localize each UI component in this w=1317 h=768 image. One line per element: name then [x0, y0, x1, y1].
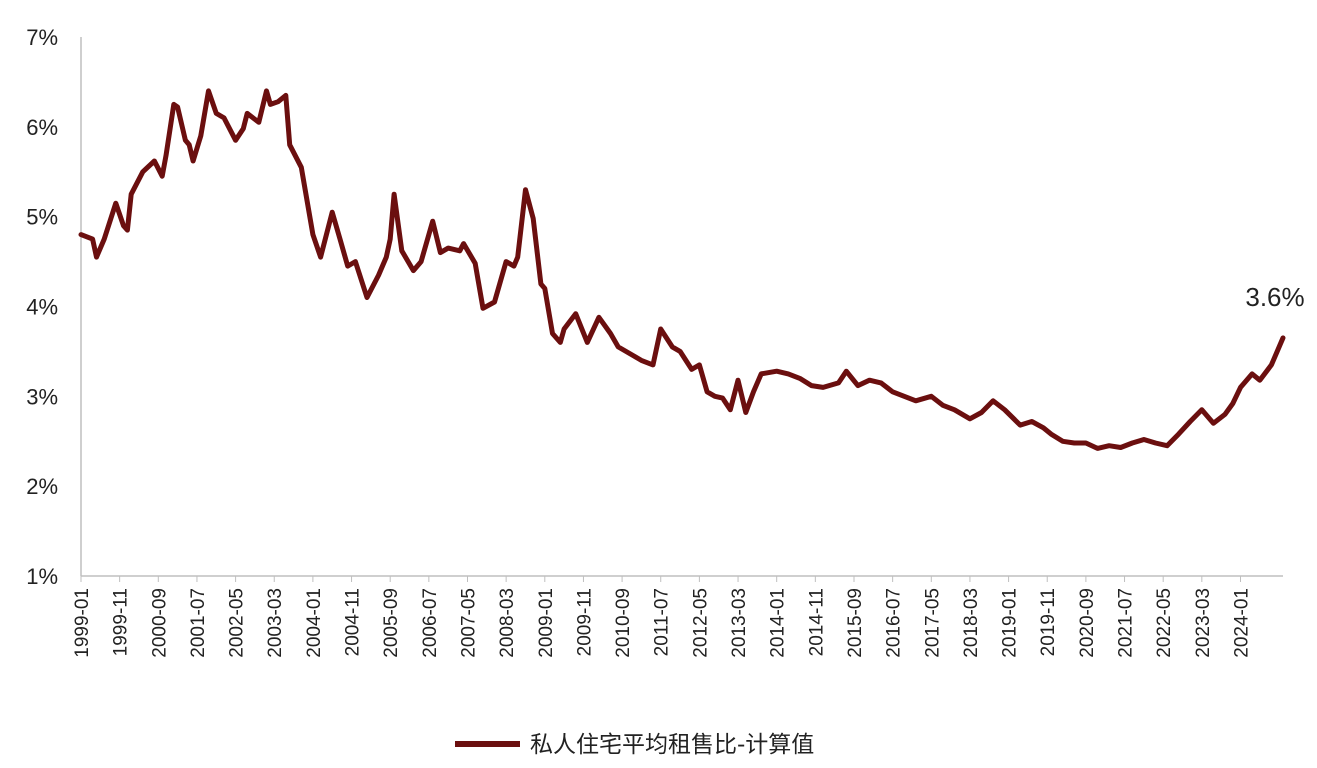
x-tick-label: 2008-03	[497, 588, 518, 658]
y-tick-label: 2%	[26, 474, 58, 499]
x-tick-label: 2019-11	[1038, 588, 1059, 656]
x-tick-label: 2001-07	[188, 588, 209, 658]
y-axis-ticks: 1% 2% 3% 4% 5% 6% 7%	[26, 25, 58, 589]
legend-label: 私人住宅平均租售比-计算值	[530, 732, 814, 758]
x-tick-label: 2012-05	[690, 588, 711, 658]
x-tick-label: 2016-07	[884, 588, 905, 658]
y-tick-label: 7%	[26, 25, 58, 50]
y-tick-label: 1%	[26, 564, 58, 589]
x-tick-label: 2024-01	[1231, 588, 1252, 658]
x-tick-label: 2000-09	[149, 588, 170, 658]
x-tick-label: 1999-11	[111, 588, 132, 656]
y-tick-label: 3%	[26, 384, 58, 409]
x-tick-label: 2009-01	[536, 588, 557, 658]
x-tick-label: 2015-09	[845, 588, 866, 658]
end-value-annotation: 3.6%	[1245, 282, 1304, 312]
x-tick-label: 2010-09	[613, 588, 634, 658]
x-tick-label: 2004-01	[304, 588, 325, 658]
x-tick-label: 2011-07	[652, 588, 673, 656]
x-tick-label: 2020-09	[1077, 588, 1098, 658]
legend: 私人住宅平均租售比-计算值	[455, 732, 814, 758]
x-tick-label: 2014-01	[768, 588, 789, 658]
x-axis-ticks: 1999-01 1999-11 2000-09 2001-07 2002-05 2003-…	[72, 576, 1252, 658]
y-tick-label: 5%	[26, 205, 58, 230]
y-tick-label: 6%	[26, 115, 58, 140]
x-tick-label: 2009-11	[574, 588, 595, 656]
x-tick-label: 2005-09	[381, 588, 402, 658]
x-tick-label: 2003-03	[265, 588, 286, 658]
x-tick-label: 2002-05	[227, 588, 248, 658]
x-tick-label: 2021-07	[1116, 588, 1137, 658]
x-tick-label: 2023-03	[1193, 588, 1214, 658]
series-line	[78, 88, 1286, 451]
x-tick-label: 2013-03	[729, 588, 750, 658]
x-tick-label: 2007-05	[458, 588, 479, 658]
x-tick-label: 2017-05	[922, 588, 943, 658]
x-tick-label: 1999-01	[72, 588, 93, 658]
x-tick-label: 2014-11	[806, 588, 827, 656]
x-tick-label: 2004-11	[343, 588, 364, 656]
x-tick-label: 2018-03	[961, 588, 982, 658]
y-tick-label: 4%	[26, 295, 58, 320]
x-tick-label: 2006-07	[420, 588, 441, 658]
x-tick-label: 2019-01	[1000, 588, 1021, 658]
x-tick-label: 2022-05	[1154, 588, 1175, 658]
